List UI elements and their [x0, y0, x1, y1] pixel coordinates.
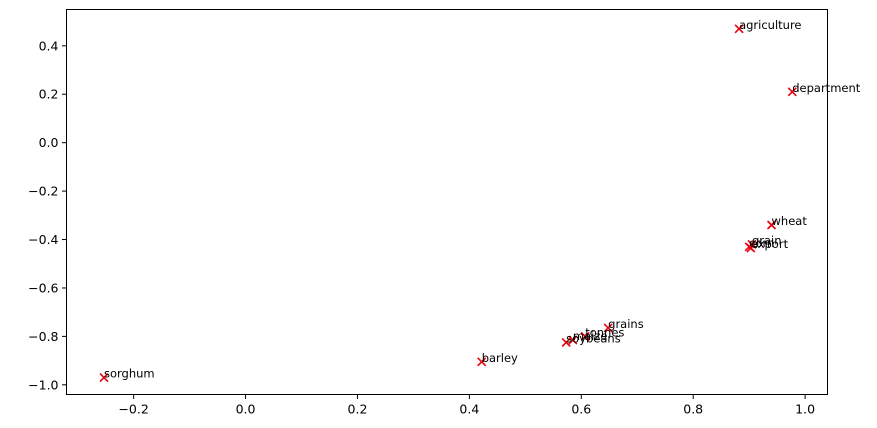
data-point-barley: barley [477, 351, 518, 367]
x-axis: −0.2 0.0 0.2 0.4 0.6 0.8 1.0 [118, 394, 815, 417]
x-marker [99, 372, 109, 383]
y-tick-label: 0.0 [39, 135, 59, 150]
point-label-agriculture: agriculture [739, 18, 801, 32]
x-marker [787, 87, 797, 97]
point-label-grain: grain [752, 233, 782, 247]
x-marker [561, 337, 571, 348]
data-point-grains: grains [603, 317, 644, 333]
point-label-maize: maize [573, 329, 608, 343]
point-label-soybeans: soybeans [566, 331, 621, 345]
data-point-agriculture: agriculture [734, 18, 802, 34]
point-label-sorghum: sorghum [104, 367, 155, 381]
y-axis: 0.4 0.2 0.0 −0.2 −0.4 −0.6 −0.8 −1.0 [28, 38, 67, 392]
y-tick-label: 0.2 [39, 87, 59, 102]
data-point-tonnes: tonnes [580, 325, 624, 341]
point-label-barley: barley [482, 351, 518, 365]
x-marker [766, 220, 777, 230]
x-marker [746, 243, 756, 253]
data-point-sorghum: sorghum [99, 367, 155, 383]
x-tick-label: 0.0 [236, 402, 256, 417]
point-label-wheat: wheat [772, 214, 808, 228]
x-marker [603, 323, 613, 333]
x-tick-label: 0.4 [459, 402, 479, 417]
point-label-department: department [792, 81, 861, 95]
x-tick-label: 0.2 [348, 402, 368, 417]
y-tick-label: −0.4 [28, 232, 58, 247]
y-tick-label: −0.6 [28, 280, 58, 295]
x-tick-label: 0.6 [571, 402, 591, 417]
x-tick-label: 0.8 [683, 402, 703, 417]
data-points: agriculture department wheat graincornexpor… [99, 18, 861, 383]
data-point-export: export [746, 237, 789, 253]
data-point-soybeans: soybeans [561, 331, 621, 348]
y-tick-label: −0.8 [28, 329, 58, 344]
x-marker [580, 331, 590, 341]
point-label-grains: grains [608, 317, 644, 331]
x-marker [477, 357, 487, 367]
y-tick-label: −0.2 [28, 184, 58, 199]
plot-frame [66, 9, 828, 395]
y-tick-label: −1.0 [28, 377, 58, 392]
data-point-wheat: wheat [766, 214, 808, 230]
data-point-maize: maize [568, 329, 608, 345]
x-tick-label: −0.2 [118, 402, 148, 417]
point-label-export: export [751, 237, 789, 251]
data-point-department: department [787, 81, 861, 97]
x-marker [734, 24, 744, 34]
x-marker [568, 335, 578, 345]
point-label-tonnes: tonnes [585, 325, 624, 339]
point-label-corn: corn [749, 236, 774, 250]
y-tick-label: 0.4 [39, 38, 59, 53]
x-tick-label: 1.0 [795, 402, 815, 417]
